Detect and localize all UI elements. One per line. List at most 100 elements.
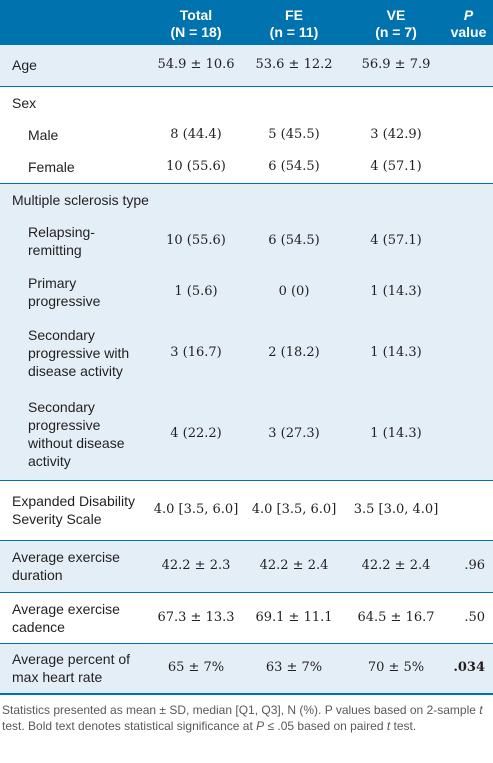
cell-duration-fe: 42.2 ± 2.4 <box>240 539 348 592</box>
cell-spwa-fe: 3 (27.3) <box>240 388 348 480</box>
cell-pp-fe: 0 (0) <box>240 266 348 318</box>
row-label-heart-rate: Average percent of max heart rate <box>0 642 152 695</box>
cell-spwa-p <box>444 388 493 480</box>
table-row: Relapsing-remitting 10 (55.6) 6 (54.5) 4… <box>0 216 493 266</box>
cell-rr-fe: 6 (54.5) <box>240 216 348 266</box>
cell-cadence-total: 67.3 ± 13.3 <box>152 591 240 643</box>
row-label-primary-progressive: Primary progressive <box>0 266 152 318</box>
cell-male-total: 8 (44.4) <box>170 127 222 142</box>
header-fe-count: (n = 11) <box>269 24 319 40</box>
cell-male-fe: 5 (45.5) <box>268 127 320 142</box>
cell-spa-fe: 2 (18.2) <box>240 318 348 388</box>
cell-age-fe: 53.6 ± 12.2 <box>240 45 348 86</box>
row-label-secondary-progressive-inactive: Secondary progressive without disease activ… <box>0 388 152 480</box>
header-total: Total (N = 18) <box>152 0 240 45</box>
table-footnote: Statistics presented as mean ± SD, media… <box>0 695 487 734</box>
header-ve: VE (n = 7) <box>348 0 444 45</box>
footnote-italic: P <box>256 719 265 733</box>
row-label-cadence: Average exercise cadence <box>0 591 152 643</box>
header-p-value-label: value <box>450 24 487 40</box>
label-line: Relapsing- <box>28 224 95 240</box>
label-line: activity <box>28 452 71 469</box>
footnote-text: Statistics presented as mean ± SD, media… <box>2 703 480 717</box>
cell-female-total: 10 (55.6) <box>166 158 226 174</box>
footnote-italic: t <box>479 703 483 717</box>
header-fe: FE (n = 11) <box>240 0 348 45</box>
table-row: Multiple sclerosis type <box>0 182 493 216</box>
label-line: Severity Scale <box>12 511 102 527</box>
label-line: Average percent of <box>12 651 131 668</box>
label-line: progressive <box>28 293 101 309</box>
table-row: Average exercise duration 42.2 ± 2.3 42.2… <box>0 539 493 592</box>
footnote-text: test. <box>390 719 417 733</box>
cell-male-ve: 3 (42.9) <box>370 127 422 142</box>
cell-duration-p: .96 <box>444 539 493 592</box>
cell-duration-total: 42.2 ± 2.3 <box>152 539 240 592</box>
cell-age-p <box>444 45 493 86</box>
table-row: Secondary progressive with disease activit… <box>0 318 493 388</box>
label-line: Secondary <box>28 398 95 415</box>
footnote-text: test. Bold text denotes statistical sign… <box>2 719 257 733</box>
header-ve-count: (n = 7) <box>375 24 417 40</box>
label-line: max heart rate <box>12 669 103 686</box>
header-p-label: P <box>463 7 474 23</box>
label-line: without disease <box>28 434 125 451</box>
cell-spa-total: 3 (16.7) <box>152 318 240 388</box>
cell-spwa-total: 4 (22.2) <box>152 388 240 480</box>
label-line: remitting <box>28 242 82 258</box>
label-line: Average exercise <box>12 549 120 565</box>
label-line: Secondary <box>28 327 95 343</box>
cell-cadence-fe: 69.1 ± 11.1 <box>240 591 348 643</box>
row-label-edss: Expanded Disability Severity Scale <box>0 479 152 540</box>
cell-hr-fe: 63 ± 7% <box>240 642 348 695</box>
row-label-duration: Average exercise duration <box>0 539 152 592</box>
cell-pp-total: 1 (5.6) <box>152 266 240 318</box>
row-label-female: Female <box>28 158 75 175</box>
table-row: Average percent of max heart rate 65 ± 7%… <box>0 642 493 695</box>
cell-male-p <box>444 119 493 151</box>
row-label-sex: Sex <box>0 85 493 119</box>
table-row: Expanded Disability Severity Scale 4.0 [3… <box>0 479 493 540</box>
header-fe-label: FE <box>285 7 303 23</box>
cell-rr-p <box>444 216 493 266</box>
header-blank <box>0 0 152 45</box>
row-label-secondary-progressive-active: Secondary progressive with disease activit… <box>0 318 152 388</box>
cell-female-ve: 4 (57.1) <box>370 158 422 174</box>
cell-female-p <box>444 151 493 183</box>
cell-edss-fe: 4.0 [3.5, 6.0] <box>240 479 348 540</box>
cell-hr-p: .034 <box>444 642 493 695</box>
row-label-ms-type: Multiple sclerosis type <box>0 182 493 216</box>
cell-age-ve: 56.9 ± 7.9 <box>348 45 444 86</box>
cell-spa-ve: 1 (14.3) <box>348 318 444 388</box>
cell-spa-p <box>444 318 493 388</box>
table-row: Age 54.9 ± 10.6 53.6 ± 12.2 56.9 ± 7.9 <box>0 45 493 86</box>
label-line: progressive <box>28 416 101 433</box>
cell-cadence-p: .50 <box>444 591 493 643</box>
row-label-age: Age <box>0 45 152 86</box>
table-row: Average exercise cadence 67.3 ± 13.3 69.1… <box>0 591 493 643</box>
footnote-italic: t <box>386 719 391 733</box>
row-label-relapsing-remitting: Relapsing-remitting <box>0 216 152 266</box>
label-line: Expanded Disability <box>12 493 135 509</box>
cell-spwa-ve: 1 (14.3) <box>348 388 444 480</box>
header-ve-label: VE <box>386 7 406 23</box>
cell-pp-ve: 1 (14.3) <box>348 266 444 318</box>
table-row: Primary progressive 1 (5.6) 0 (0) 1 (14.3… <box>0 266 493 318</box>
footnote-text: ≤ .05 based on paired <box>264 719 387 733</box>
cell-cadence-ve: 64.5 ± 16.7 <box>348 591 444 643</box>
label-line: cadence <box>12 618 65 635</box>
label-line: duration <box>12 567 63 583</box>
cell-age-total: 54.9 ± 10.6 <box>152 45 240 86</box>
label-line: progressive with <box>28 345 130 361</box>
header-total-count: (N = 18) <box>170 24 222 40</box>
cell-edss-ve: 3.5 [3.0, 4.0] <box>348 479 444 540</box>
label-line: Average exercise <box>12 600 120 617</box>
table-row: Secondary progressive without disease activ… <box>0 388 493 480</box>
cell-hr-total: 65 ± 7% <box>152 642 240 695</box>
cell-pp-p <box>444 266 493 318</box>
cell-edss-p <box>444 479 493 540</box>
cell-edss-total: 4.0 [3.5, 6.0] <box>152 479 240 540</box>
row-label-male: Male <box>28 127 59 143</box>
